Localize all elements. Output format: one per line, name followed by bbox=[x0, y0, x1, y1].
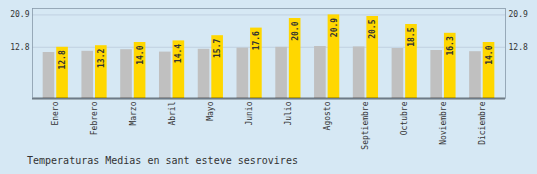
svg-text:17.6: 17.6 bbox=[252, 31, 261, 50]
svg-text:Octubre: Octubre bbox=[400, 101, 409, 135]
svg-text:12.8: 12.8 bbox=[58, 50, 67, 69]
svg-text:Abril: Abril bbox=[168, 101, 177, 125]
svg-text:Septiembre: Septiembre bbox=[361, 101, 370, 149]
svg-text:Julio: Julio bbox=[284, 101, 293, 125]
svg-text:14.0: 14.0 bbox=[136, 45, 145, 64]
svg-text:12.8: 12.8 bbox=[10, 43, 29, 52]
svg-text:Agosto: Agosto bbox=[323, 101, 332, 130]
svg-text:Mayo: Mayo bbox=[206, 101, 215, 120]
svg-text:20.5: 20.5 bbox=[368, 19, 377, 38]
svg-text:Enero: Enero bbox=[51, 101, 60, 125]
svg-text:14.4: 14.4 bbox=[174, 44, 183, 63]
svg-text:13.2: 13.2 bbox=[97, 49, 106, 68]
svg-text:20.0: 20.0 bbox=[291, 21, 300, 40]
svg-text:12.8: 12.8 bbox=[509, 43, 528, 52]
svg-text:Noviembre: Noviembre bbox=[439, 101, 448, 145]
svg-text:Marzo: Marzo bbox=[129, 101, 138, 125]
html-text:Temperaturas Medias en sant es: Temperaturas Medias en sant esteve sesro… bbox=[27, 155, 298, 166]
svg-text:14.0: 14.0 bbox=[485, 45, 494, 64]
svg-text:20.9: 20.9 bbox=[330, 18, 339, 37]
svg-text:15.7: 15.7 bbox=[213, 39, 222, 58]
svg-text:Junio: Junio bbox=[245, 101, 254, 125]
svg-text:20.9: 20.9 bbox=[10, 10, 29, 19]
svg-text:18.5: 18.5 bbox=[407, 27, 416, 46]
svg-text:16.3: 16.3 bbox=[446, 36, 455, 55]
svg-text:20.9: 20.9 bbox=[509, 10, 528, 19]
svg-text:Febrero: Febrero bbox=[90, 101, 99, 135]
svg-text:Diciembre: Diciembre bbox=[478, 101, 487, 145]
